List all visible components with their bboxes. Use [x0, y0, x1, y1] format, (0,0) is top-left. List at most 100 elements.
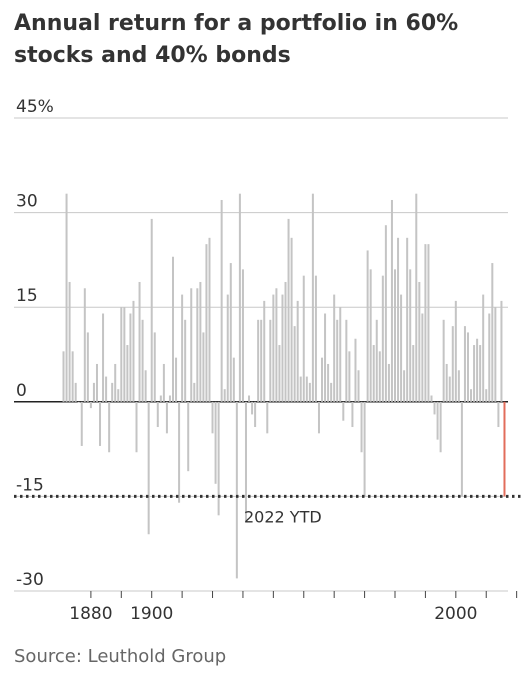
bar — [348, 351, 351, 402]
bar — [497, 401, 500, 428]
x-tick-label: 2000 — [434, 604, 477, 624]
bar — [296, 300, 299, 402]
bar — [272, 294, 275, 402]
bar — [144, 370, 147, 402]
bar — [168, 395, 171, 402]
bar — [181, 294, 184, 402]
bar — [229, 263, 232, 402]
bar — [235, 401, 238, 579]
bar — [196, 288, 199, 402]
bar — [466, 332, 469, 402]
bar — [491, 263, 494, 402]
bar — [257, 319, 260, 402]
bar — [378, 351, 381, 402]
chart-title: Annual return for a portfolio in 60% sto… — [14, 11, 459, 68]
bar — [418, 281, 421, 402]
bar — [308, 382, 311, 402]
bar — [244, 401, 247, 522]
bar — [451, 326, 454, 402]
bar — [241, 269, 244, 402]
bar — [317, 401, 320, 434]
bar — [260, 319, 263, 402]
bar — [321, 357, 324, 402]
bar — [74, 382, 77, 402]
bar — [275, 288, 278, 402]
bar — [254, 401, 257, 428]
bar — [436, 401, 439, 440]
y-tick-label: -30 — [16, 570, 44, 590]
bar — [129, 313, 132, 402]
bar — [263, 300, 266, 402]
bar — [293, 326, 296, 402]
annotations: 2022 YTD — [14, 494, 522, 526]
bar — [102, 313, 105, 402]
bar — [114, 363, 117, 402]
bar — [357, 370, 360, 402]
bar — [214, 401, 217, 484]
bar — [327, 363, 330, 402]
bar — [375, 319, 378, 402]
bar — [302, 275, 305, 402]
bar — [403, 370, 406, 402]
bar — [290, 237, 293, 402]
bar — [175, 357, 178, 402]
x-tick-label: 1900 — [130, 604, 173, 624]
bar — [105, 376, 108, 402]
bar — [150, 218, 153, 402]
bar — [339, 307, 342, 402]
bar — [232, 357, 235, 402]
bar — [135, 401, 138, 453]
bar — [463, 326, 466, 402]
bar — [71, 351, 74, 402]
bar — [366, 250, 369, 402]
bar — [500, 300, 503, 402]
bar — [141, 319, 144, 402]
bar — [132, 300, 135, 402]
bar — [202, 332, 205, 402]
bar — [178, 401, 181, 503]
bar — [479, 345, 482, 402]
bar — [409, 269, 412, 402]
bar — [351, 401, 354, 428]
y-tick-label: -15 — [16, 475, 44, 495]
bar — [430, 395, 433, 402]
bar — [123, 307, 126, 402]
bar — [205, 244, 208, 402]
bar — [345, 319, 348, 402]
bar — [111, 382, 114, 402]
bar — [363, 401, 366, 497]
bar — [238, 193, 241, 402]
bar — [248, 395, 251, 402]
bar — [433, 401, 436, 415]
bar — [95, 363, 98, 402]
bar — [147, 401, 150, 535]
bar — [427, 244, 430, 402]
bar — [266, 401, 269, 434]
bar — [460, 401, 463, 497]
bar — [372, 345, 375, 402]
bar — [190, 288, 193, 402]
bar — [108, 401, 111, 453]
bar — [269, 319, 272, 402]
bar — [184, 319, 187, 402]
bar — [448, 376, 451, 402]
bar — [223, 389, 226, 402]
bar — [89, 401, 92, 409]
y-tick-label: 30 — [16, 192, 38, 212]
bar — [412, 345, 415, 402]
bar — [171, 256, 175, 402]
bar — [62, 351, 65, 402]
bar — [354, 338, 357, 402]
bar — [138, 281, 141, 402]
bar — [156, 401, 159, 428]
bar — [445, 363, 448, 402]
bar — [77, 401, 80, 403]
bar — [336, 319, 339, 402]
bar — [278, 345, 281, 402]
bar — [187, 401, 190, 472]
bar — [299, 376, 302, 402]
bar — [311, 193, 314, 402]
bar — [92, 382, 95, 402]
bar — [415, 193, 418, 402]
bar — [454, 300, 457, 402]
